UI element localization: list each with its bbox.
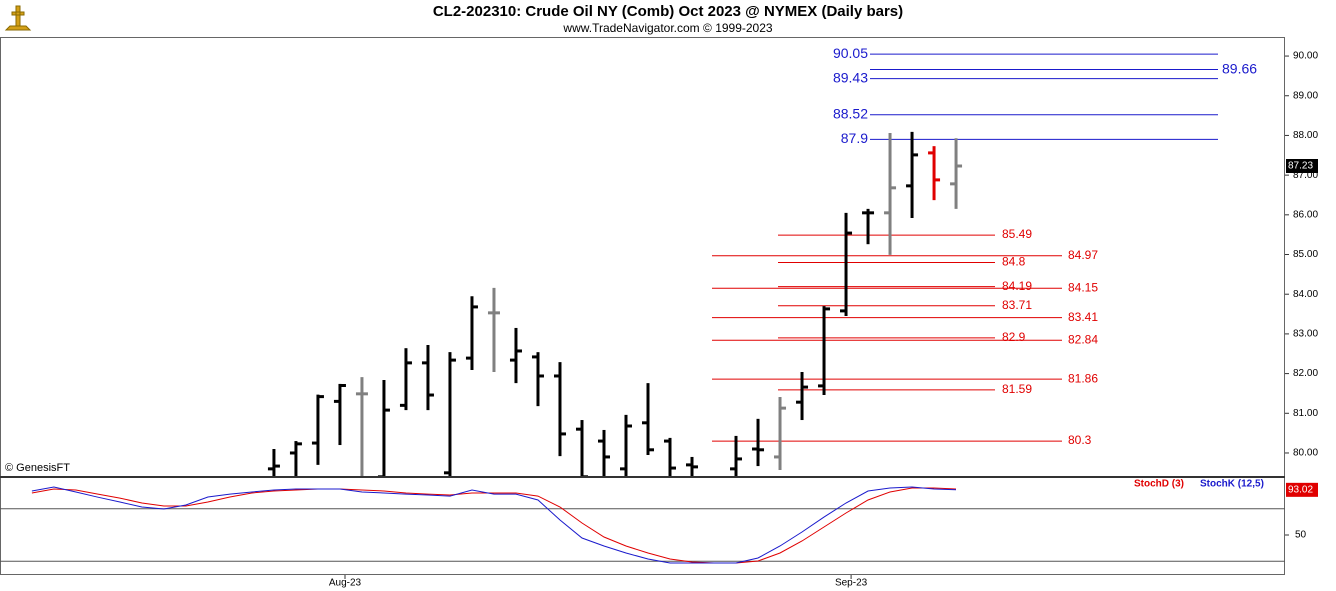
level-label: 82.84 [1068, 332, 1098, 346]
logo [4, 5, 32, 31]
last-value-label: 93.02 [1288, 484, 1313, 495]
legend-entry: StochD (3) [1134, 479, 1184, 490]
chart-title: CL2-202310: Crude Oil NY (Comb) Oct 2023… [433, 3, 903, 20]
y-tick-label: 90.00 [1293, 51, 1318, 62]
level-label: 83.41 [1068, 310, 1098, 324]
level-label: 81.86 [1068, 371, 1098, 385]
plot-frame [0, 37, 1285, 575]
level-label: 88.52 [833, 106, 868, 122]
stoch-line [31, 486, 957, 564]
price-bars [267, 131, 963, 476]
level-label: 84.8 [1002, 255, 1026, 269]
y-tick-label: 81.00 [1293, 408, 1318, 419]
level-label: 80.3 [1068, 433, 1092, 447]
last-value-box [1286, 482, 1318, 497]
y-tick-label: 88.00 [1293, 130, 1318, 141]
y-tick-label: 80.00 [1293, 448, 1318, 459]
watermark: © GenesisFT [5, 462, 70, 474]
level-label: 90.05 [833, 45, 868, 61]
y-tick-label: 84.00 [1293, 289, 1318, 300]
level-label: 82.9 [1002, 330, 1026, 344]
y-tick-label: 85.00 [1293, 249, 1318, 260]
level-label: 84.15 [1068, 280, 1098, 294]
level-label: 89.66 [1222, 60, 1257, 76]
level-label: 84.97 [1068, 248, 1098, 262]
legend-entry: StochK (12,5) [1200, 479, 1264, 490]
y-tick-label: 87.00 [1293, 170, 1318, 181]
level-label: 84.19 [1002, 279, 1032, 293]
y-tick-label: 83.00 [1293, 329, 1318, 340]
y-tick-label: 50 [1295, 530, 1307, 541]
level-label: 83.71 [1002, 298, 1032, 312]
last-price-label: 87.23 [1288, 161, 1313, 172]
y-tick-label: 82.00 [1293, 368, 1318, 379]
level-label: 87.9 [841, 130, 868, 146]
x-tick-label: Sep-23 [835, 578, 868, 589]
last-price-box [1286, 159, 1318, 174]
level-label: 81.59 [1002, 382, 1032, 396]
level-label: 89.43 [833, 69, 868, 85]
y-tick-label: 86.00 [1293, 209, 1318, 220]
stoch-line [31, 487, 957, 564]
level-label: 85.49 [1002, 227, 1032, 241]
chart-subtitle: www.TradeNavigator.com © 1999-2023 [562, 21, 772, 35]
y-tick-label: 89.00 [1293, 90, 1318, 101]
x-tick-label: Aug-23 [329, 578, 362, 589]
